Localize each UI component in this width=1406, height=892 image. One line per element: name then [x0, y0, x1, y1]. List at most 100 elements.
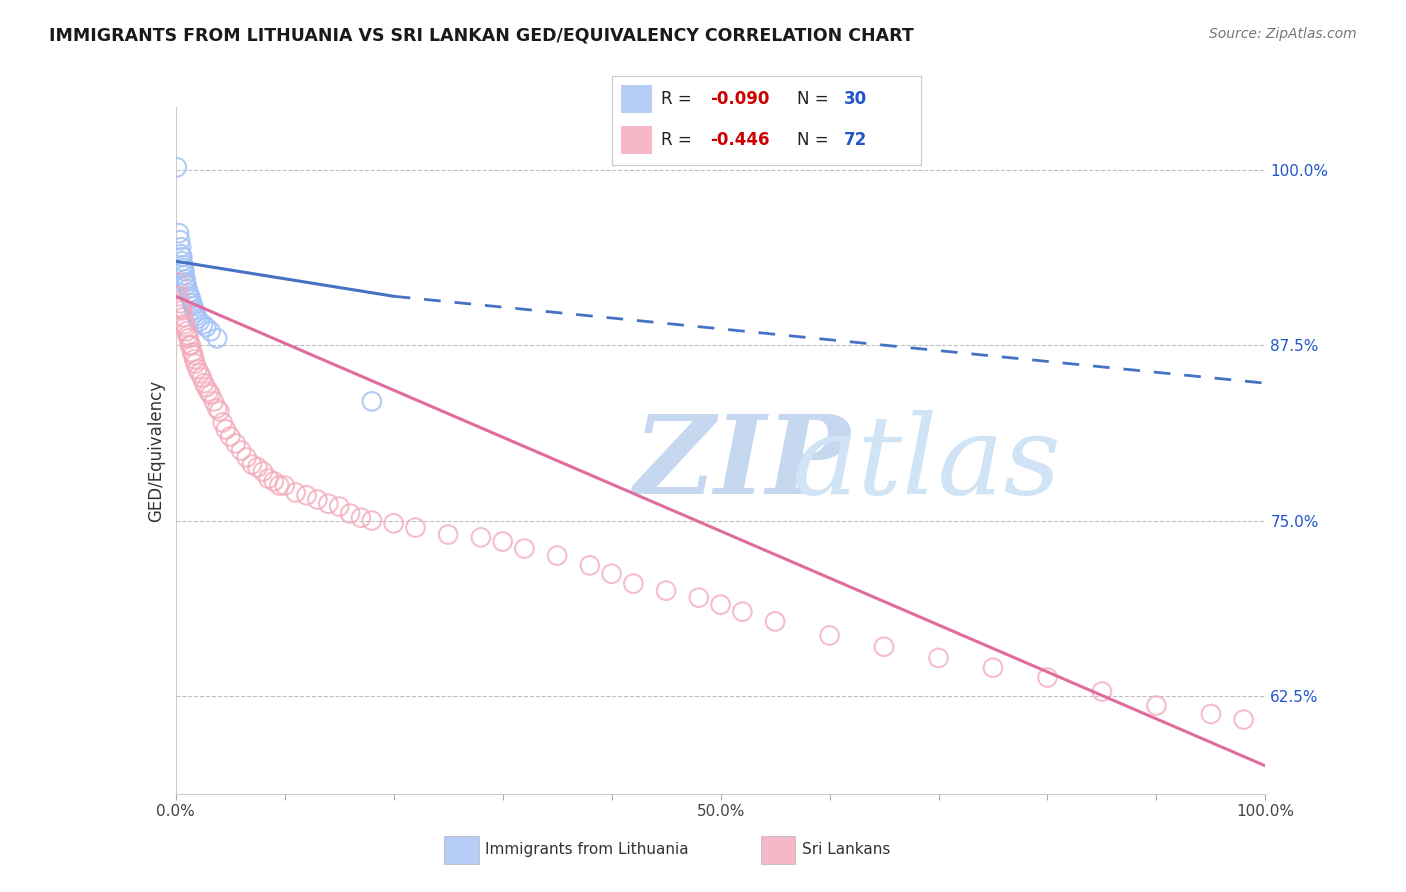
Point [621, 576, 644, 591]
Point [173, 268, 195, 283]
Point [167, 275, 190, 289]
Point [246, 460, 269, 475]
Text: N =: N = [797, 131, 834, 149]
Point [188, 367, 211, 381]
Point [269, 478, 291, 492]
Point [177, 331, 200, 345]
Point [252, 465, 274, 479]
Point [177, 286, 200, 301]
Text: -0.090: -0.090 [710, 90, 770, 108]
Text: N =: N = [797, 90, 834, 108]
Point [179, 338, 201, 352]
Y-axis label: GED/Equivalency: GED/Equivalency [146, 379, 165, 522]
Point [174, 320, 197, 334]
Point [172, 259, 194, 273]
Point [170, 240, 193, 254]
Point [184, 357, 207, 371]
Text: R =: R = [661, 131, 697, 149]
Point [688, 591, 710, 605]
Point [318, 497, 340, 511]
Point [169, 233, 191, 247]
Point [225, 436, 247, 450]
Point [188, 314, 211, 328]
Point [191, 370, 214, 384]
Point [818, 628, 841, 642]
Point [181, 348, 204, 362]
Text: IMMIGRANTS FROM LITHUANIA VS SRI LANKAN GED/EQUIVALENCY CORRELATION CHART: IMMIGRANTS FROM LITHUANIA VS SRI LANKAN … [49, 27, 914, 45]
Point [600, 566, 623, 581]
Point [257, 471, 280, 485]
Point [731, 605, 754, 619]
Point [205, 331, 228, 345]
Point [202, 394, 225, 409]
Point [710, 598, 733, 612]
Point [183, 303, 205, 318]
Point [172, 254, 194, 268]
Point [981, 661, 1004, 675]
Point [174, 275, 197, 289]
Point [170, 247, 193, 261]
Point [193, 376, 215, 391]
Text: atlas: atlas [792, 410, 1062, 518]
Point [873, 640, 896, 654]
Point [763, 615, 786, 629]
Point [169, 296, 191, 310]
Point [274, 478, 297, 492]
Point [405, 520, 427, 534]
Point [492, 534, 515, 549]
Point [177, 282, 200, 296]
Point [208, 404, 231, 418]
Point [181, 299, 204, 313]
Point [181, 345, 204, 359]
Point [177, 328, 200, 343]
Point [339, 507, 361, 521]
Point [195, 380, 218, 394]
Bar [761, 836, 796, 863]
Point [928, 651, 950, 665]
Point [263, 475, 285, 489]
Point [200, 324, 222, 338]
Text: Source: ZipAtlas.com: Source: ZipAtlas.com [1209, 27, 1357, 41]
Text: 30: 30 [844, 90, 866, 108]
Point [240, 458, 263, 472]
Point [172, 250, 194, 264]
Point [284, 485, 307, 500]
Text: R =: R = [661, 90, 697, 108]
Point [231, 443, 253, 458]
Point [174, 272, 197, 286]
Point [437, 527, 460, 541]
Point [172, 261, 194, 276]
Text: ZIP: ZIP [633, 410, 851, 518]
Point [360, 514, 382, 528]
Point [1232, 713, 1256, 727]
Point [173, 318, 195, 332]
Bar [621, 85, 652, 113]
Point [1091, 684, 1114, 698]
Point [197, 384, 219, 399]
Bar [621, 126, 652, 154]
Text: Sri Lankans: Sri Lankans [801, 842, 890, 857]
Point [655, 583, 678, 598]
Point [350, 510, 373, 524]
Point [295, 488, 318, 502]
Point [179, 289, 201, 303]
Text: -0.446: -0.446 [710, 131, 770, 149]
Point [176, 324, 198, 338]
Point [546, 549, 568, 563]
Point [328, 500, 350, 514]
Point [170, 301, 193, 315]
Point [172, 303, 194, 318]
Point [180, 292, 202, 306]
Point [184, 306, 207, 320]
Point [1199, 706, 1222, 721]
Point [211, 416, 233, 430]
Point [1144, 698, 1167, 713]
Point [181, 296, 204, 310]
Point [215, 422, 238, 436]
Point [172, 310, 194, 325]
Point [191, 318, 214, 332]
Point [360, 394, 382, 409]
Point [219, 429, 242, 443]
Point [470, 530, 492, 544]
Point [195, 320, 218, 334]
